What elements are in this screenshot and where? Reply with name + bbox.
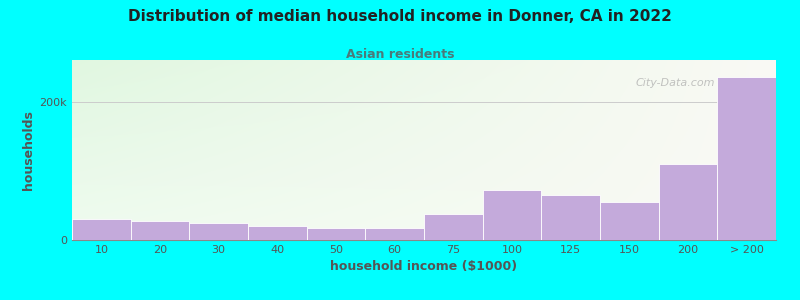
Y-axis label: households: households (22, 110, 35, 190)
Bar (248, 226, 306, 240)
Bar (72, 219, 130, 240)
Text: Asian residents: Asian residents (346, 48, 454, 61)
Bar (542, 195, 600, 240)
Bar (424, 214, 482, 240)
Text: City-Data.com: City-Data.com (635, 78, 714, 88)
Bar (306, 227, 366, 240)
Bar (600, 202, 658, 240)
Bar (130, 220, 190, 240)
Text: Distribution of median household income in Donner, CA in 2022: Distribution of median household income … (128, 9, 672, 24)
X-axis label: household income ($1000): household income ($1000) (330, 260, 518, 273)
Bar (366, 228, 424, 240)
Bar (718, 77, 776, 240)
Bar (658, 164, 718, 240)
Bar (482, 190, 542, 240)
Bar (190, 224, 248, 240)
